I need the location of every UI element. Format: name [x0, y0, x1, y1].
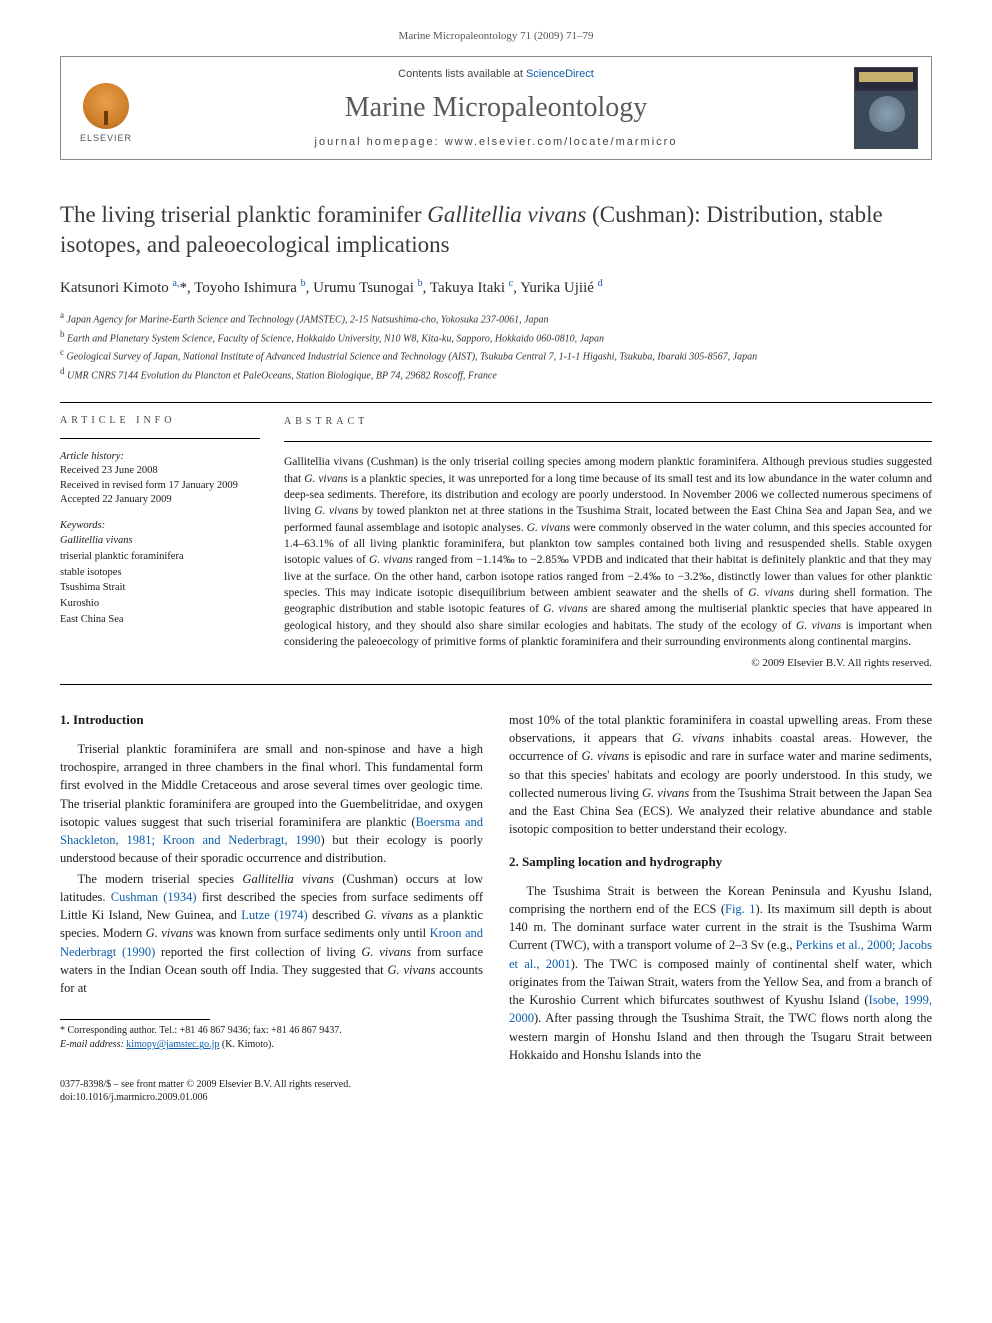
rule-above-info [60, 402, 932, 403]
history-received: Received 23 June 2008 [60, 464, 260, 479]
running-head: Marine Micropaleontology 71 (2009) 71–79 [60, 30, 932, 42]
col2-continuation: most 10% of the total planktic foraminif… [509, 711, 932, 839]
affiliation-b: b Earth and Planetary System Science, Fa… [60, 328, 932, 347]
intro-para-2: The modern triserial species Gallitellia… [60, 870, 483, 998]
issn-line: 0377-8398/$ – see front matter © 2009 El… [60, 1078, 932, 1091]
rule-below-abstract [60, 684, 932, 685]
publisher-logo-wrap: ELSEVIER [61, 73, 151, 143]
journal-masthead: ELSEVIER Contents lists available at Sci… [60, 56, 932, 160]
keyword-4: Kuroshio [60, 596, 260, 612]
corresp-line1: * Corresponding author. Tel.: +81 46 867… [60, 1024, 483, 1038]
keyword-0: Gallitellia vivans [60, 533, 260, 549]
affiliation-c: c Geological Survey of Japan, National I… [60, 346, 932, 365]
publisher-name: ELSEVIER [80, 133, 132, 143]
homepage-prefix: journal homepage: [315, 136, 445, 148]
corresp-who: (K. Kimoto). [222, 1039, 274, 1050]
footnote-rule [60, 1019, 210, 1020]
body-columns: 1. Introduction Triserial planktic foram… [60, 711, 932, 1066]
title-species: Gallitellia vivans [427, 202, 586, 227]
keyword-2: stable isotopes [60, 565, 260, 581]
email-label: E-mail address: [60, 1039, 124, 1050]
keyword-5: East China Sea [60, 612, 260, 628]
corresponding-author: * Corresponding author. Tel.: +81 46 867… [60, 1024, 483, 1052]
journal-homepage: journal homepage: www.elsevier.com/locat… [151, 136, 841, 148]
history-revised: Received in revised form 17 January 2009 [60, 479, 260, 494]
keyword-3: Tsushima Strait [60, 580, 260, 596]
footer-meta: 0377-8398/$ – see front matter © 2009 El… [60, 1078, 932, 1104]
affiliation-list: a Japan Agency for Marine-Earth Science … [60, 309, 932, 384]
corresp-email-link[interactable]: kimopy@jamstec.go.jp [126, 1039, 219, 1050]
history-head: Article history: [60, 451, 260, 462]
contents-prefix: Contents lists available at [398, 68, 526, 80]
abstract-copyright: © 2009 Elsevier B.V. All rights reserved… [284, 656, 932, 672]
title-pre: The living triserial planktic foraminife… [60, 202, 427, 227]
journal-cover-wrap [841, 67, 931, 149]
elsevier-logo: ELSEVIER [76, 73, 136, 143]
keywords-block: Gallitellia vivans triserial planktic fo… [60, 533, 260, 628]
journal-name: Marine Micropaleontology [151, 92, 841, 124]
journal-cover-icon [854, 67, 918, 149]
history-accepted: Accepted 22 January 2009 [60, 493, 260, 508]
author-list: Katsunori Kimoto a,*, Toyoho Ishimura b,… [60, 278, 932, 297]
history-block: Received 23 June 2008 Received in revise… [60, 464, 260, 508]
homepage-url: www.elsevier.com/locate/marmicro [445, 136, 678, 148]
affiliation-a: a Japan Agency for Marine-Earth Science … [60, 309, 932, 328]
keyword-1: triserial planktic foraminifera [60, 549, 260, 565]
sciencedirect-link[interactable]: ScienceDirect [526, 68, 594, 80]
abstract-label: abstract [284, 415, 932, 429]
article-info-column: article info Article history: Received 2… [60, 415, 260, 672]
article-info-label: article info [60, 415, 260, 426]
abstract-column: abstract Gallitellia vivans (Cushman) is… [284, 415, 932, 672]
intro-para-1: Triserial planktic foraminifera are smal… [60, 740, 483, 868]
section-1-head: 1. Introduction [60, 711, 483, 730]
keywords-head: Keywords: [60, 520, 260, 531]
contents-availability: Contents lists available at ScienceDirec… [151, 68, 841, 80]
rule-abstract [284, 441, 932, 442]
elsevier-tree-icon [83, 83, 129, 129]
rule-info-1 [60, 438, 260, 439]
article-title: The living triserial planktic foraminife… [60, 200, 932, 260]
sampling-para-1: The Tsushima Strait is between the Korea… [509, 882, 932, 1065]
doi-line: doi:10.1016/j.marmicro.2009.01.006 [60, 1091, 932, 1104]
section-2-head: 2. Sampling location and hydrography [509, 853, 932, 872]
affiliation-d: d UMR CNRS 7144 Evolution du Plancton et… [60, 365, 932, 384]
abstract-text: Gallitellia vivans (Cushman) is the only… [284, 454, 932, 650]
